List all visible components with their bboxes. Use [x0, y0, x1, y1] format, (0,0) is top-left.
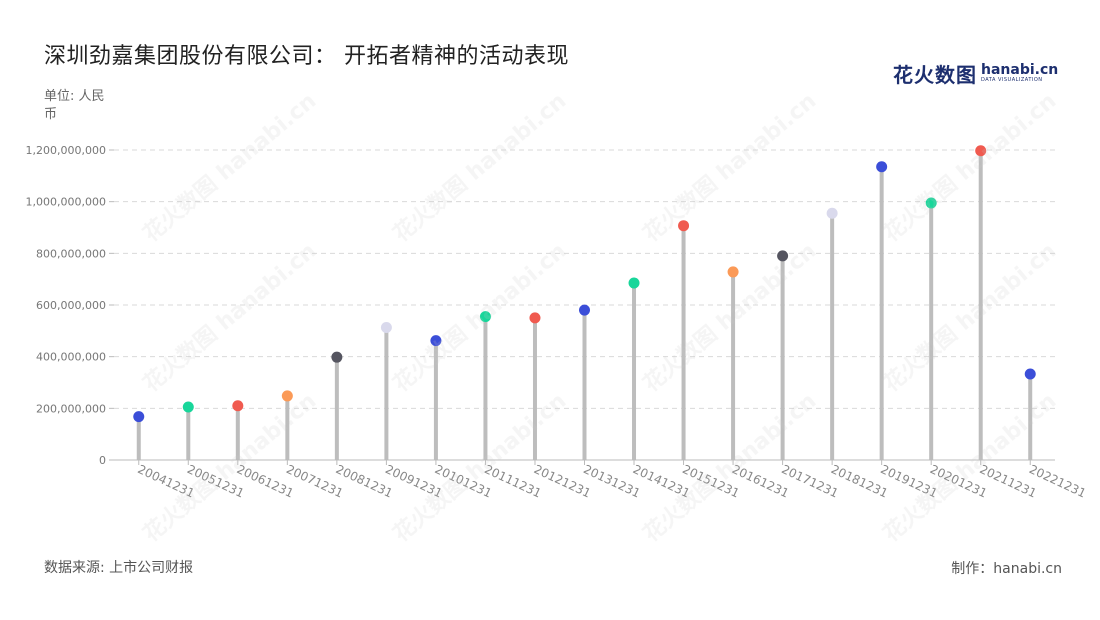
y-tick-label: 1,200,000,000: [26, 144, 106, 157]
data-point[interactable]: [331, 351, 343, 363]
y-tick-label: 600,000,000: [36, 299, 106, 312]
data-point[interactable]: [826, 207, 838, 219]
y-axis-ticks: 0 200,000,000 400,000,000 600,000,000 800,00…: [26, 144, 114, 467]
dots: [133, 145, 1036, 423]
data-point[interactable]: [430, 335, 442, 347]
logo-en-block: hanabi.cn DATA VISUALIZATION: [981, 63, 1058, 84]
brand-logo: 花火数图 hanabi.cn DATA VISUALIZATION: [893, 58, 1058, 88]
data-point[interactable]: [628, 277, 640, 289]
data-point[interactable]: [579, 304, 590, 316]
data-point[interactable]: [925, 197, 937, 209]
y-tick-label: 400,000,000: [36, 351, 106, 364]
chart-title: 深圳劲嘉集团股份有限公司： 开拓者精神的活动表现: [44, 44, 569, 69]
data-point[interactable]: [479, 311, 491, 323]
data-point[interactable]: [1024, 368, 1036, 380]
y-tick-label: 200,000,000: [36, 402, 106, 415]
stems: [136, 150, 1033, 460]
data-point[interactable]: [133, 411, 145, 423]
x-axis-ticks: 2004123120051231200612312007123120081231…: [135, 460, 1088, 501]
logo-cn-text: 花火数图: [893, 62, 977, 87]
data-point[interactable]: [281, 390, 293, 402]
logo-en-text: hanabi.cn: [981, 61, 1059, 78]
data-point[interactable]: [529, 312, 541, 324]
y-tick-label: 0: [99, 454, 106, 467]
x-tick-label: 20221231: [1027, 462, 1088, 501]
data-point[interactable]: [182, 401, 194, 413]
data-point[interactable]: [876, 161, 888, 173]
y-tick-label: 1,000,000,000: [26, 196, 106, 209]
y-tick-label: 800,000,000: [36, 247, 106, 260]
data-point[interactable]: [727, 266, 739, 278]
unit-label: 单位: 人民币: [44, 89, 105, 122]
data-source: 数据来源: 上市公司财报: [44, 560, 194, 576]
data-point[interactable]: [777, 250, 789, 262]
data-point[interactable]: [380, 321, 392, 333]
data-point[interactable]: [975, 145, 987, 157]
data-point[interactable]: [678, 220, 690, 232]
logo-tagline: DATA VISUALIZATION: [981, 76, 1043, 83]
data-point[interactable]: [232, 400, 244, 412]
credit: 制作：hanabi.cn: [951, 561, 1062, 577]
